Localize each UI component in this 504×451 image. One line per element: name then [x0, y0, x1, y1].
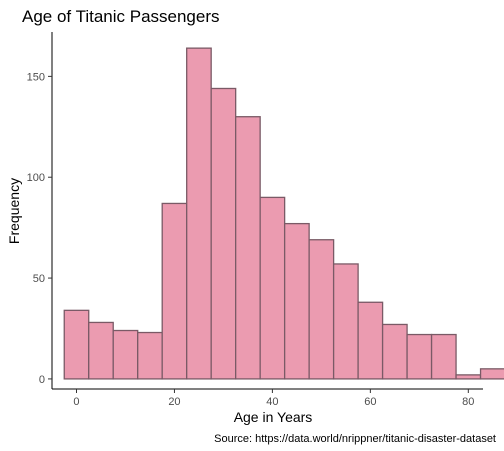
y-tick-label: 50 [33, 273, 45, 285]
x-tick-label: 20 [168, 396, 180, 408]
histogram-bar-15 [430, 333, 457, 380]
histogram-bar-9 [283, 222, 310, 380]
y-axis-label: Frequency [6, 178, 22, 244]
histogram-bar-12 [357, 301, 384, 380]
chart-title: Age of Titanic Passengers [22, 7, 220, 26]
y-ticks-group: 0 50 100 150 [27, 71, 52, 386]
histogram-bar-10 [308, 239, 335, 380]
histogram-bar-4 [161, 202, 188, 380]
x-tick-label: 60 [364, 396, 376, 408]
y-tick-label: 0 [39, 374, 45, 386]
bars-group [63, 47, 504, 380]
histogram-bar-5 [186, 47, 212, 380]
histogram-bar-16 [455, 374, 482, 380]
histogram-bar-8 [259, 196, 286, 380]
histogram-bar-0 [63, 309, 90, 380]
histogram-bar-13 [381, 323, 408, 380]
histogram-bar-6 [210, 87, 237, 380]
histogram-bar-2 [112, 329, 139, 380]
y-tick-label: 100 [27, 172, 45, 184]
x-tick-label: 40 [266, 396, 278, 408]
histogram-bar-14 [406, 333, 433, 380]
x-ticks-group: 0 20 40 60 80 [73, 389, 474, 408]
source-caption: Source: https://data.world/nrippner/tita… [214, 433, 496, 445]
x-axis-label: Age in Years [234, 409, 313, 425]
histogram-bar-1 [88, 321, 114, 380]
histogram-bar-7 [235, 116, 261, 380]
y-tick-label: 150 [27, 71, 45, 83]
histogram-bar-3 [137, 331, 163, 380]
x-tick-label: 80 [462, 396, 474, 408]
histogram-bar-17 [479, 368, 504, 380]
histogram-bar-11 [332, 263, 359, 380]
x-tick-label: 0 [73, 396, 79, 408]
